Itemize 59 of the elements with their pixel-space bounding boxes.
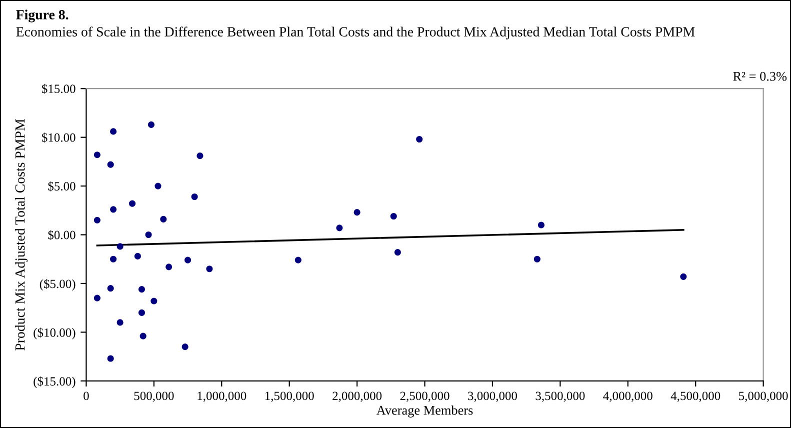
- point: [182, 344, 188, 350]
- y-tick-label: $5.00: [48, 181, 76, 192]
- point: [110, 206, 117, 213]
- point: [94, 152, 100, 158]
- point: [154, 182, 162, 190]
- y-tick-label: $0.00: [48, 230, 76, 240]
- y-tick-label: ($15.00): [34, 376, 76, 388]
- point: [134, 252, 141, 260]
- point: [416, 136, 423, 143]
- chart-subtitle: Economies of Scale in the Difference Between Plan Total Costs and the Product Mix Adjusted Median Total Costs PMPM: [16, 26, 695, 40]
- point: [196, 152, 204, 160]
- point: [107, 161, 114, 168]
- point: [138, 286, 146, 293]
- point: [140, 332, 146, 340]
- y-tick-label: ($10.00): [34, 328, 76, 340]
- x-tick-label: 2,000,000: [332, 392, 382, 402]
- point: [94, 216, 100, 224]
- point: [110, 256, 117, 262]
- point: [191, 193, 198, 200]
- point: [110, 128, 117, 135]
- point: [354, 209, 360, 216]
- x-tick-label: 5,000,000: [739, 392, 788, 402]
- point: [150, 298, 158, 304]
- x-tick-label: 500,000: [134, 392, 174, 402]
- point: [94, 294, 100, 302]
- point: [390, 212, 397, 220]
- chart-title: Figure 8.: [16, 10, 68, 22]
- point: [184, 256, 192, 264]
- x-tick-label: 3,000,000: [468, 392, 517, 402]
- point: [145, 231, 152, 238]
- point: [534, 256, 540, 262]
- point: [128, 200, 136, 207]
- y-tick-label: ($5.00): [40, 278, 76, 291]
- point: [206, 266, 213, 272]
- point: [294, 256, 302, 264]
- point: [160, 216, 167, 222]
- y-tick-label: $10.00: [42, 132, 76, 143]
- x-axis-title: Average Members: [376, 405, 473, 418]
- text: R² = 0.3%: [733, 72, 787, 81]
- x-tick-label: 1,500,000: [265, 392, 314, 402]
- x-tick-label: 3,500,000: [536, 392, 585, 402]
- point: [138, 309, 146, 316]
- point: [107, 355, 114, 362]
- point: [680, 273, 687, 280]
- point: [394, 249, 401, 256]
- point: [107, 285, 114, 292]
- point: [538, 222, 545, 228]
- point: [116, 319, 124, 326]
- x-tick-label: 1,000,000: [198, 392, 246, 402]
- point: [148, 121, 155, 128]
- x-tick-label: 0: [84, 392, 89, 400]
- point: [116, 243, 124, 250]
- x-tick-label: 4,000,000: [603, 392, 652, 402]
- point: [166, 264, 172, 270]
- y-axis-title: Product Mix Adjusted Total Costs PMPM: [14, 119, 28, 350]
- point: [336, 224, 343, 232]
- x-tick-label: 4,500,000: [670, 392, 720, 402]
- y-tick-label: $15.00: [42, 84, 76, 94]
- x-tick-label: 2,500,000: [400, 392, 450, 402]
